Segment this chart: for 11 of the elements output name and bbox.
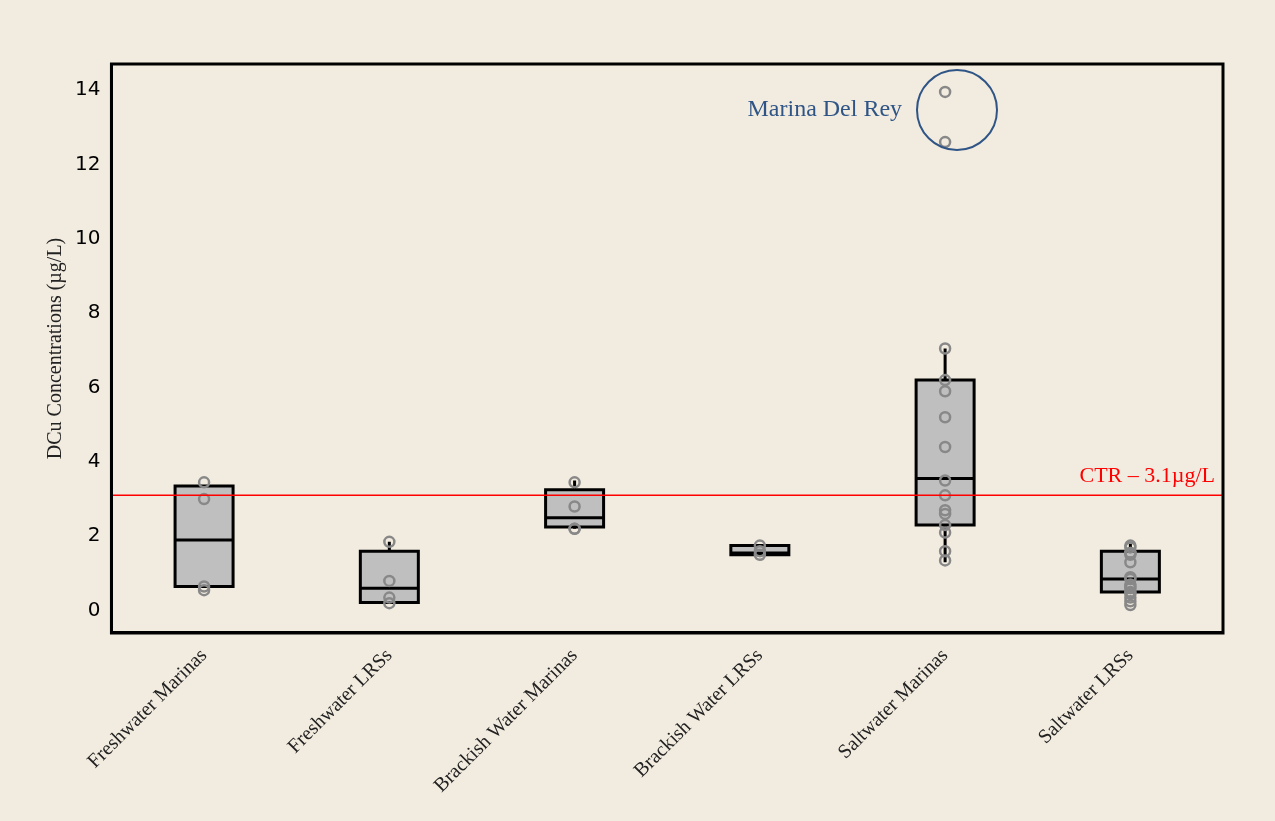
y-tick-label: 2 — [87, 522, 101, 547]
y-tick-label: 0 — [87, 596, 101, 621]
y-tick-label: 14 — [75, 76, 101, 101]
y-tick-label: 10 — [75, 224, 101, 249]
y-tick-label: 4 — [87, 448, 101, 473]
y-axis-title: DCu Concentrations (µg/L) — [43, 237, 67, 460]
annotation: Marina Del Rey — [747, 95, 903, 122]
y-tick-label: 6 — [87, 373, 101, 398]
y-tick-label: 8 — [87, 299, 101, 324]
ref-line-label: CTR – 3.1µg/L — [1079, 462, 1215, 488]
y-tick-label: 12 — [75, 150, 101, 175]
